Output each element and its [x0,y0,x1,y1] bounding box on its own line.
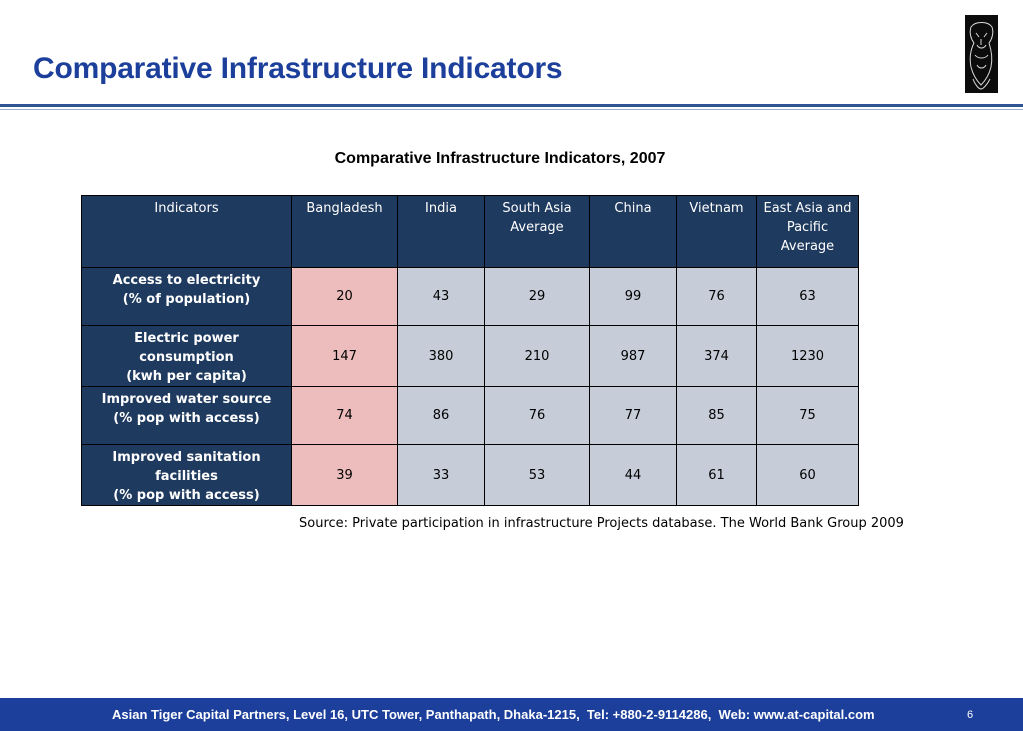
header-cell: China [589,195,677,268]
value-cell: 210 [484,325,590,387]
table-row: Improved sanitation facilities (% pop wit… [81,444,859,506]
source-note: Source: Private participation in infrast… [299,516,904,531]
value-cell: 43 [397,267,485,326]
value-cell: 29 [484,267,590,326]
value-cell: 61 [676,444,757,506]
value-cell: 76 [676,267,757,326]
table-title: Comparative Infrastructure Indicators, 2… [334,150,666,167]
value-cell: 380 [397,325,485,387]
footer-bar: Asian Tiger Capital Partners, Level 16, … [0,698,1023,731]
header-cell: Indicators [81,195,292,268]
value-cell: 60 [756,444,859,506]
table-row: Improved water source (% pop with access)… [81,386,859,445]
value-cell: 86 [397,386,485,445]
header-cell: East Asia and Pacific Average [756,195,859,268]
value-cell: 77 [589,386,677,445]
value-cell: 63 [756,267,859,326]
indicator-label: Electric power consumption (kwh per capit… [81,325,292,387]
value-cell: 75 [756,386,859,445]
slide-title: Comparative Infrastructure Indicators [33,52,563,85]
title-rule [0,104,1023,107]
indicator-label: Improved sanitation facilities (% pop wit… [81,444,292,506]
table-header-row: Indicators Bangladesh India South Asia Av… [81,195,859,268]
table-row: Access to electricity (% of population) 20… [81,267,859,326]
value-cell: 1230 [756,325,859,387]
page-number: 6 [967,709,974,721]
value-cell: 33 [397,444,485,506]
indicator-label: Improved water source (% pop with access) [81,386,292,445]
title-rule-thin [0,109,1023,110]
value-cell: 85 [676,386,757,445]
value-cell: 987 [589,325,677,387]
header-cell: South Asia Average [484,195,590,268]
value-cell: 374 [676,325,757,387]
value-cell: 20 [291,267,398,326]
footer-text: Asian Tiger Capital Partners, Level 16, … [112,707,875,722]
value-cell: 76 [484,386,590,445]
value-cell: 99 [589,267,677,326]
header-cell: Vietnam [676,195,757,268]
tiger-logo-icon [965,15,998,93]
value-cell: 74 [291,386,398,445]
header-cell: India [397,195,485,268]
value-cell: 44 [589,444,677,506]
header-cell: Bangladesh [291,195,398,268]
table-row: Electric power consumption (kwh per capit… [81,325,859,387]
value-cell: 39 [291,444,398,506]
indicator-label: Access to electricity (% of population) [81,267,292,326]
value-cell: 147 [291,325,398,387]
indicators-table: Indicators Bangladesh India South Asia Av… [81,195,859,506]
value-cell: 53 [484,444,590,506]
